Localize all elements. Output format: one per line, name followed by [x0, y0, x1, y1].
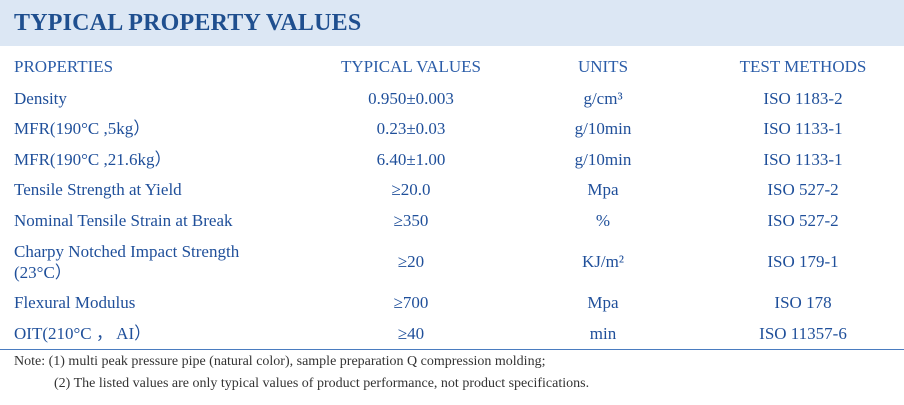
table-cell: Charpy Notched Impact Strength (23°C）	[0, 236, 318, 288]
cell-text: Tensile Strength at Yield	[14, 180, 182, 200]
table-cell: %	[595, 210, 611, 230]
cell-text: Charpy Notched Impact Strength (23°C）	[14, 241, 240, 282]
table-row: Flexural Modulus ≥700 Mpa ISO 178	[0, 288, 904, 319]
table-cell: ISO 527-2	[767, 210, 839, 230]
table-cell: g/10min	[574, 119, 632, 139]
cell-text: Flexural Modulus	[14, 293, 136, 313]
table-row: MFR(190°C ,5kg） 0.23±0.03 g/10min ISO 1133-…	[0, 114, 904, 145]
table-cell: 0.23±0.03	[376, 119, 446, 139]
table-row: OIT(210°C ， AI） ≥40 min ISO 11357-6	[0, 318, 904, 350]
table-cell: Flexural Modulus	[0, 288, 318, 319]
table-cell: g/cm³	[583, 88, 623, 108]
table-cell: Mpa	[587, 180, 619, 200]
table-cell: Mpa	[587, 293, 619, 313]
title-bar: TYPICAL PROPERTY VALUES	[0, 0, 904, 46]
table-cell: 6.40±1.00	[376, 149, 446, 169]
table-cell: 0.950±0.003	[368, 88, 454, 108]
table-row: MFR(190°C ,21.6kg） 6.40±1.00 g/10min ISO 11…	[0, 144, 904, 175]
table-cell: ISO 527-2	[767, 180, 839, 200]
column-header: PROPERTIES	[14, 57, 114, 76]
table-body: Density 0.950±0.003 g/cm³ ISO 1183-2 MFR(190…	[0, 83, 904, 350]
table-cell: OIT(210°C ， AI）	[0, 318, 318, 350]
table-row: Nominal Tensile Strain at Break ≥350% ISO …	[0, 205, 904, 236]
table-row: Density 0.950±0.003 g/cm³ ISO 1183-2	[0, 83, 904, 114]
table-cell: ≥350	[393, 210, 429, 230]
table-cell: g/10min	[574, 149, 632, 169]
cell-text: Density	[14, 88, 67, 108]
title: TYPICAL PROPERTY VALUES	[14, 10, 362, 36]
table-cell: Density	[0, 83, 318, 114]
cell-text: MFR(190°C ,5kg）	[14, 119, 151, 139]
note: (2) The listed values are only typical v…	[54, 376, 590, 391]
table-cell: ISO 1183-2	[763, 88, 843, 108]
table-cell: ≥700	[393, 293, 429, 313]
table-cell: ≥20	[397, 252, 425, 271]
table-cell: min	[504, 318, 702, 350]
column-header: TYPICAL VALUES	[341, 57, 481, 76]
table-cell: ≥40	[318, 318, 504, 350]
table-cell: Tensile Strength at Yield	[0, 175, 318, 206]
header-row: PROPERTIES TYPICAL VALUES UNITS TEST METHOD…	[0, 51, 904, 83]
table-row: Charpy Notched Impact Strength (23°C） ≥20…	[0, 236, 904, 288]
note: Note: (1) multi peak pressure pipe (natu…	[14, 354, 546, 369]
table-cell: KJ/m²	[582, 252, 624, 271]
table-cell: ISO 1133-1	[763, 119, 843, 139]
property-table: PROPERTIES TYPICAL VALUES UNITS TEST METHOD…	[0, 51, 904, 350]
column-header: UNITS	[577, 57, 629, 76]
cell-text: OIT(210°C ， AI）	[14, 323, 152, 343]
cell-text: Nominal Tensile Strain at Break	[14, 210, 233, 230]
table-cell: ISO 11357-6	[702, 318, 904, 350]
table-cell: Nominal Tensile Strain at Break	[0, 205, 318, 236]
table-row: Tensile Strength at Yield ≥20.0 Mpa ISO 527…	[0, 175, 904, 206]
column-header: TEST METHODS	[739, 57, 867, 76]
table-cell: MFR(190°C ,5kg）	[0, 114, 318, 145]
table-cell: ISO 1133-1	[763, 149, 843, 169]
table-cell: ≥20.0	[391, 180, 431, 200]
table-cell: MFR(190°C ,21.6kg）	[0, 144, 318, 175]
table-head: PROPERTIES TYPICAL VALUES UNITS TEST METHOD…	[0, 51, 904, 83]
cell-text: MFR(190°C ,21.6kg）	[14, 149, 172, 169]
table-cell: ISO 178	[774, 293, 832, 313]
table-cell: ISO 179-1	[767, 252, 839, 271]
